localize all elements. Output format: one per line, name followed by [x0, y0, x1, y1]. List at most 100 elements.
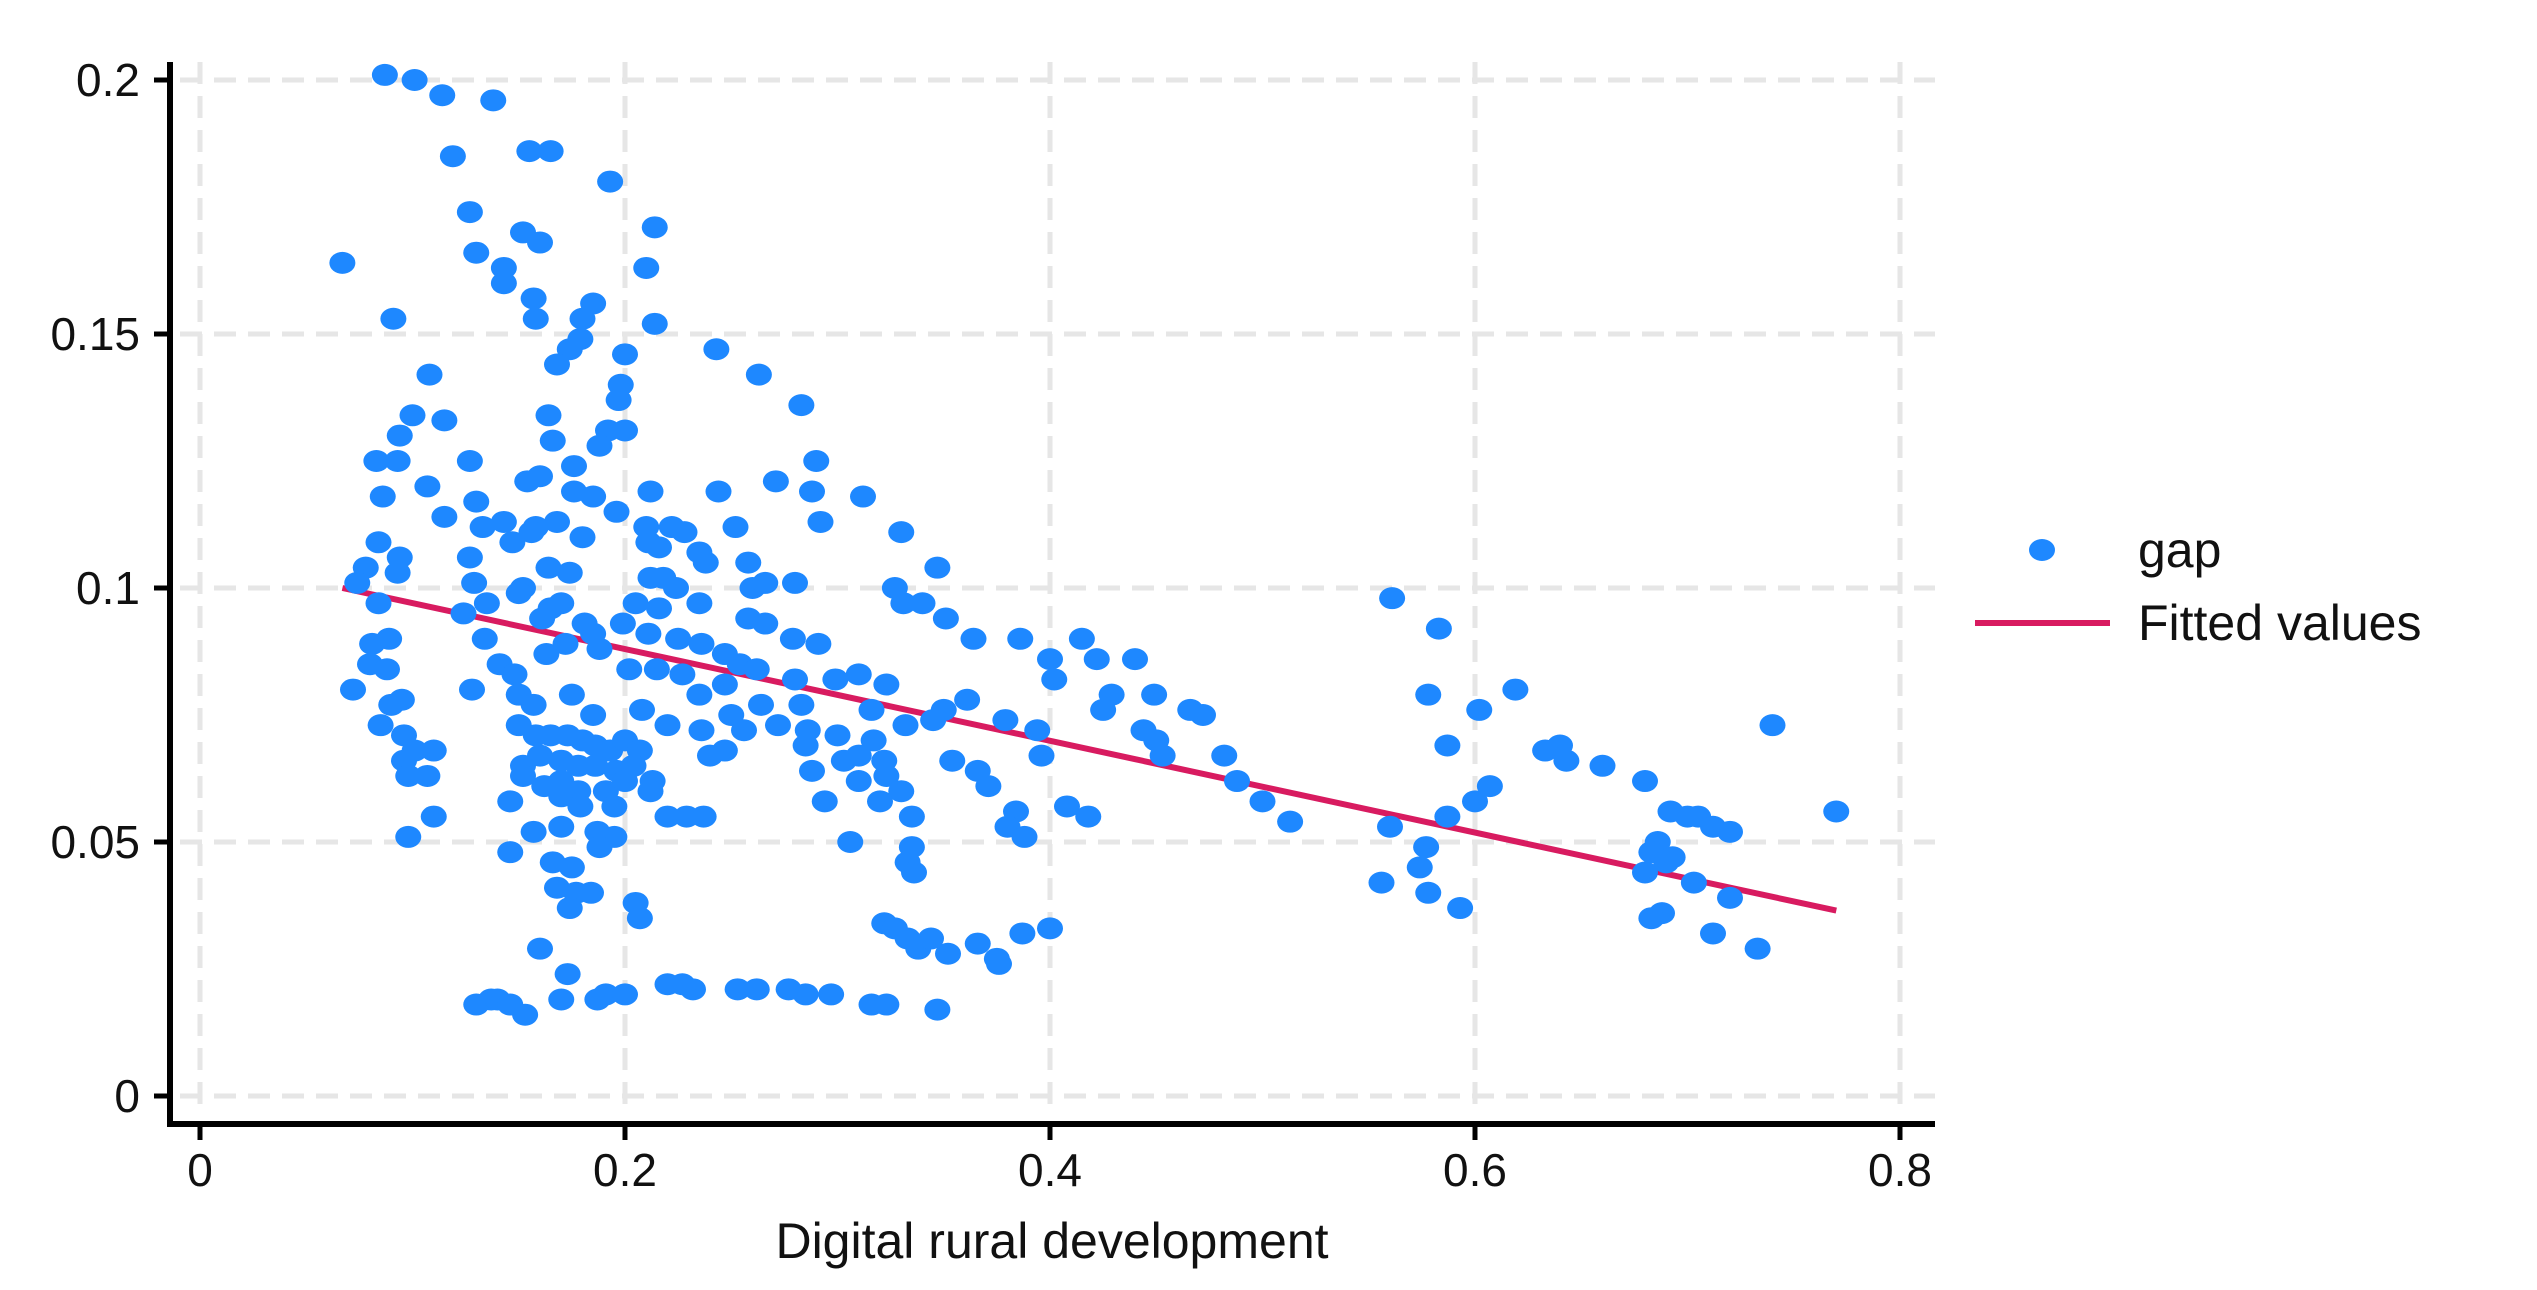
- data-point: [765, 714, 791, 737]
- data-point: [1413, 836, 1440, 859]
- data-point: [340, 678, 366, 701]
- data-point: [505, 582, 532, 605]
- data-point: [1149, 744, 1176, 767]
- x-tick-label: 0: [187, 1144, 213, 1196]
- data-point: [782, 571, 808, 594]
- data-point: [1090, 698, 1117, 721]
- data-point: [643, 658, 670, 681]
- data-point: [858, 698, 885, 721]
- data-point: [556, 561, 583, 584]
- grid-lines: [180, 62, 1935, 1114]
- data-point: [663, 577, 689, 599]
- data-point: [1759, 714, 1786, 737]
- data-point: [688, 632, 715, 655]
- data-point: [1502, 678, 1529, 701]
- data-point: [1632, 770, 1658, 793]
- data-point: [558, 683, 585, 706]
- data-point: [499, 531, 526, 554]
- data-point: [520, 820, 547, 843]
- data-point: [669, 663, 696, 686]
- data-point: [805, 632, 832, 655]
- data-point: [471, 627, 498, 650]
- x-tick-label: 0.8: [1868, 1144, 1932, 1196]
- data-point: [1700, 922, 1726, 945]
- data-point: [456, 450, 483, 472]
- data-point: [818, 983, 845, 1006]
- data-point: [461, 571, 488, 594]
- data-point: [888, 521, 915, 544]
- data-point: [779, 627, 806, 650]
- data-point: [1447, 897, 1474, 920]
- data-point: [1224, 770, 1250, 793]
- data-point: [665, 627, 692, 650]
- data-point: [622, 592, 649, 615]
- data-point: [1717, 820, 1743, 843]
- data-point: [529, 607, 556, 630]
- data-point: [1589, 754, 1616, 777]
- data-point: [646, 597, 672, 620]
- data-point: [459, 678, 485, 701]
- data-point: [548, 815, 575, 838]
- data-point: [365, 531, 392, 554]
- x-tick-label: 0.6: [1443, 1144, 1507, 1196]
- data-point: [518, 521, 545, 544]
- data-point: [580, 704, 607, 726]
- legend-marker-gap: [2029, 539, 2055, 561]
- data-point: [535, 404, 562, 427]
- data-point: [1717, 886, 1743, 909]
- data-point: [344, 571, 371, 594]
- data-point: [654, 805, 681, 828]
- legend-label-gap: gap: [2138, 522, 2221, 578]
- data-point: [1368, 871, 1395, 894]
- tick-labels: 0 0.2 0.4 0.6 0.8 0 0.05 0.1 0.15 0.2: [50, 54, 1932, 1196]
- data-point: [329, 251, 356, 274]
- data-point: [497, 790, 524, 813]
- y-tick-label: 0.05: [50, 816, 140, 868]
- data-point: [567, 795, 594, 818]
- data-point: [646, 536, 672, 559]
- data-point: [860, 729, 887, 752]
- data-point: [932, 607, 959, 630]
- data-point: [748, 693, 774, 716]
- data-point: [609, 612, 636, 635]
- data-point: [548, 785, 575, 808]
- data-point: [803, 450, 830, 472]
- data-point: [510, 764, 536, 787]
- data-point: [722, 516, 749, 539]
- data-point: [1744, 937, 1771, 960]
- data-point: [898, 805, 925, 828]
- data-point: [654, 714, 681, 737]
- data-point: [705, 480, 732, 503]
- data-point: [745, 363, 772, 386]
- data-point: [845, 744, 872, 767]
- data-point: [901, 861, 927, 884]
- data-point: [892, 714, 919, 737]
- data-point: [873, 673, 900, 696]
- legend-label-fitted: Fitted values: [2138, 595, 2421, 651]
- data-point: [1553, 749, 1580, 772]
- data-point: [561, 455, 587, 478]
- data-point: [580, 292, 607, 315]
- data-point: [799, 759, 825, 782]
- x-tick-label: 0.2: [593, 1144, 657, 1196]
- data-point: [890, 592, 917, 615]
- data-point: [558, 856, 585, 879]
- data-point: [873, 764, 900, 787]
- data-point: [1141, 683, 1168, 706]
- data-point: [1462, 790, 1488, 813]
- data-point: [490, 256, 517, 279]
- data-point: [845, 770, 872, 793]
- y-tick-label: 0: [114, 1070, 140, 1122]
- data-point: [788, 394, 815, 417]
- data-point: [544, 353, 570, 376]
- data-point: [548, 592, 575, 615]
- data-point: [420, 739, 447, 762]
- data-point: [1415, 683, 1442, 706]
- data-point: [1054, 795, 1080, 818]
- data-point: [414, 475, 441, 498]
- data-point: [1122, 648, 1148, 671]
- data-point: [431, 409, 458, 432]
- data-point: [1415, 881, 1442, 904]
- data-point: [986, 952, 1012, 975]
- data-point: [603, 500, 630, 523]
